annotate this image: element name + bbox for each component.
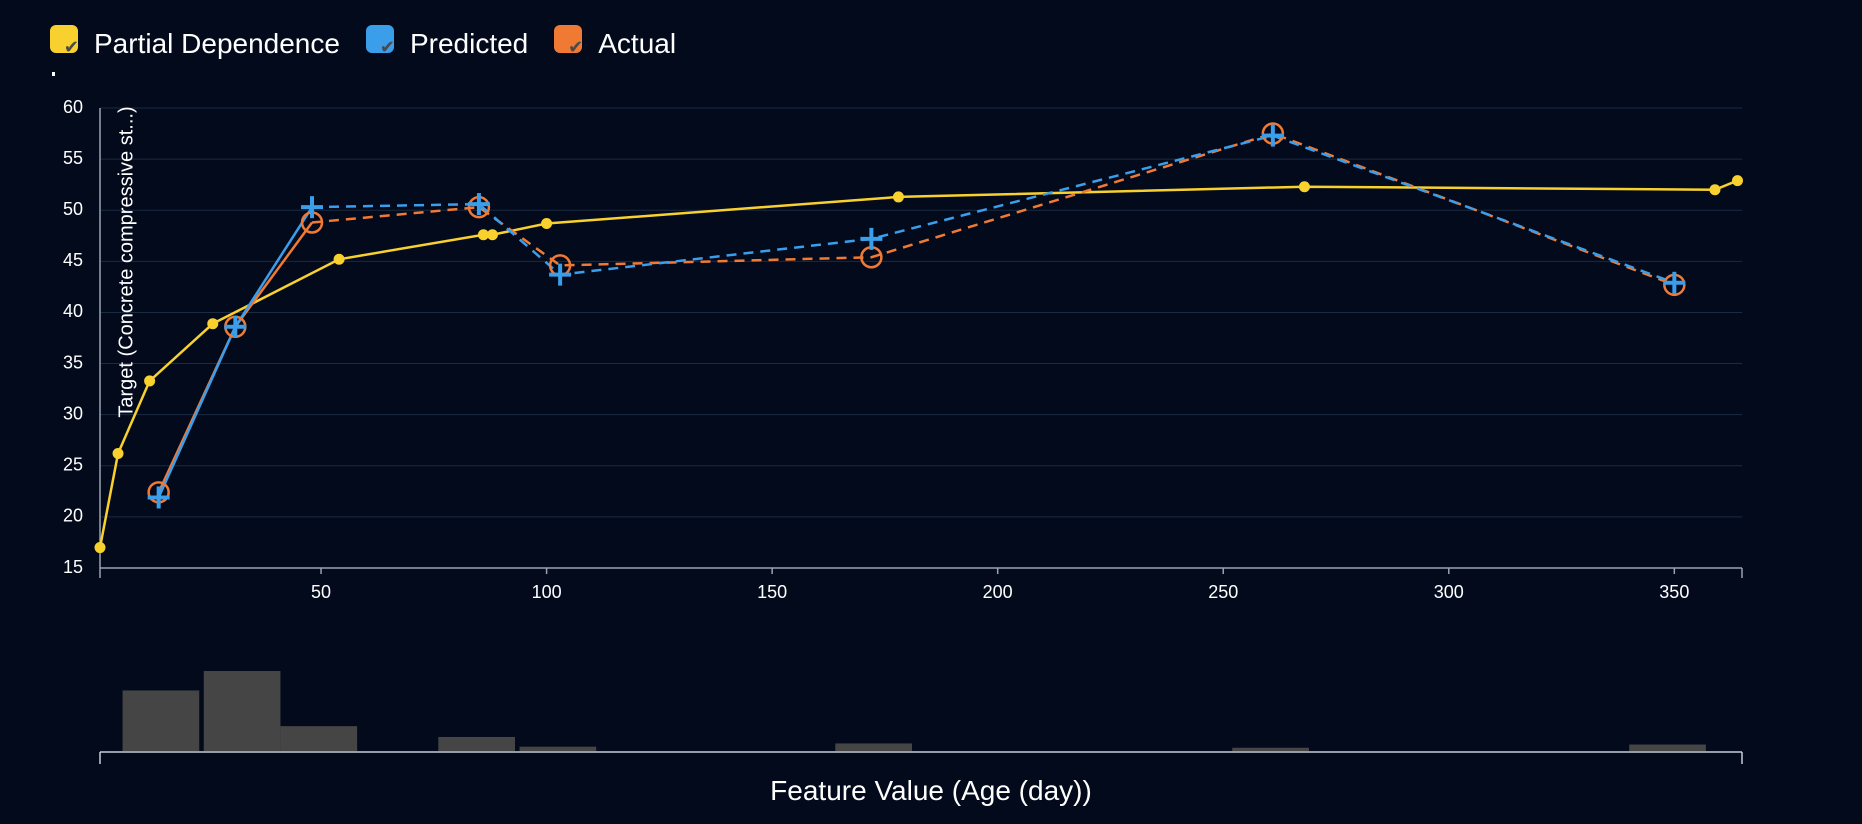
data-point-predicted [860,227,883,250]
y-tick-label: 50 [63,199,83,219]
y-tick-label: 60 [63,97,83,117]
histogram-bar [1629,744,1706,751]
x-axis-title: Feature Value (Age (day)) [770,775,1092,806]
y-tick-label: 25 [63,455,83,475]
check-icon: ✔ [63,37,79,58]
series-line-partial-dependence [98,179,1738,548]
histogram-bar [835,743,912,751]
chart-series [94,122,1743,554]
y-tick-label: 30 [63,403,83,423]
series-line-predicted-dashed [311,134,1675,284]
grid-lines [100,107,1742,518]
histogram-bar [122,690,200,751]
data-point-predicted [549,263,572,286]
y-tick-label: 35 [63,352,83,372]
y-tick-label: 55 [63,148,83,168]
data-point-predicted [467,193,490,216]
legend-drag-handle [52,72,55,76]
histogram-bar [1232,747,1309,751]
legend-item-partial-dependence[interactable]: ✔ Partial Dependence [50,25,340,60]
x-tick-label: 100 [532,582,562,602]
data-point-partial-dependence [541,218,553,230]
legend-item-predicted[interactable]: ✔ Predicted [365,25,529,60]
x-tick-label: 350 [1659,582,1689,602]
histogram [99,671,1743,764]
check-icon: ✔ [379,37,395,58]
series-line-actual-dashed [311,132,1675,287]
x-tick-label: 50 [311,582,331,602]
x-tick-label: 300 [1434,582,1464,602]
data-point-partial-dependence [333,253,345,265]
y-tick-label: 15 [63,557,83,577]
data-point-predicted [1261,124,1284,147]
data-point-partial-dependence [1731,175,1743,187]
legend-label: Actual [598,28,677,59]
legend-checkbox-predicted[interactable]: ✔ [365,25,395,57]
y-axis-title: Target (Concrete compressive st...) [115,106,137,417]
data-point-predicted [1663,271,1686,294]
data-point-partial-dependence [144,375,156,387]
data-point-predicted [147,486,170,509]
data-point-partial-dependence [112,448,124,460]
axes: 15 20 25 30 35 40 45 50 55 60 50 100 150 200 250 300 350 [63,97,1743,602]
legend-checkbox-actual[interactable]: ✔ [554,25,583,57]
legend-label: Partial Dependence [94,28,340,59]
legend-label: Predicted [409,28,529,59]
data-point-partial-dependence [94,542,106,554]
legend-item-actual[interactable]: ✔ Actual [554,25,677,60]
data-point-partial-dependence [477,229,489,241]
data-point-partial-dependence [486,229,498,241]
chart-legend: ✔ Partial Dependence ✔ Predicted ✔ Actua… [50,14,702,74]
y-tick-label: 45 [63,250,83,270]
check-icon: ✔ [568,37,584,58]
y-tick-label: 20 [63,506,83,526]
data-point-partial-dependence [1709,184,1721,196]
x-tick-label: 200 [983,582,1013,602]
series-line-actual-solid [157,221,314,493]
legend-checkbox-partial-dependence[interactable]: ✔ [50,25,79,57]
data-point-partial-dependence [207,318,219,330]
data-point-partial-dependence [892,191,904,203]
histogram-bar [438,736,516,751]
histogram-bar [203,671,281,751]
x-tick-label: 250 [1208,582,1238,602]
y-tick-label: 40 [63,301,83,321]
histogram-bar [280,726,358,751]
data-point-partial-dependence [1298,181,1310,193]
histogram-bar [519,746,597,751]
data-point-predicted [224,315,247,338]
x-tick-label: 150 [757,582,787,602]
data-point-predicted [301,196,324,219]
